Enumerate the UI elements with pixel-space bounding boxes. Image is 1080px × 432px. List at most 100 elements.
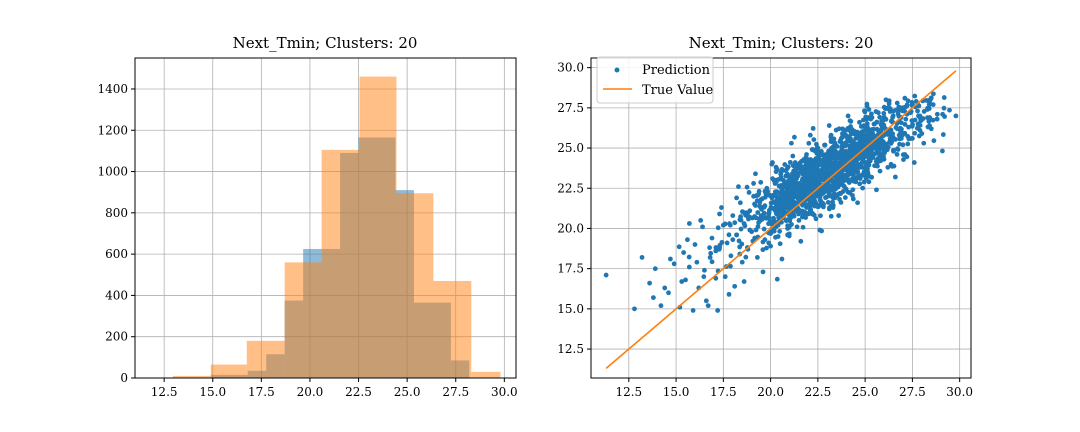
scatter-ytick-label: 22.5 — [557, 181, 584, 195]
prediction-point — [761, 210, 767, 216]
prediction-point — [758, 179, 764, 185]
prediction-point — [787, 194, 793, 200]
prediction-point — [686, 264, 692, 270]
prediction-point — [807, 132, 813, 138]
prediction-point — [862, 109, 868, 115]
prediction-point — [803, 215, 809, 220]
prediction-point — [773, 203, 779, 208]
prediction-point — [927, 115, 933, 120]
prediction-point — [841, 183, 847, 189]
prediction-point — [868, 150, 874, 156]
prediction-point — [833, 179, 839, 185]
prediction-point — [788, 140, 794, 146]
prediction-point — [832, 140, 838, 146]
prediction-point — [681, 250, 687, 255]
prediction-point — [814, 141, 819, 147]
prediction-point — [877, 168, 883, 174]
prediction-point — [785, 199, 791, 205]
prediction-point — [864, 124, 870, 129]
prediction-point — [905, 98, 911, 104]
prediction-point — [707, 254, 713, 260]
prediction-point — [880, 151, 886, 157]
prediction-point — [824, 188, 830, 194]
prediction-point — [930, 117, 936, 123]
histogram-ytick-label: 1200 — [97, 123, 128, 137]
prediction-point — [898, 120, 904, 126]
prediction-point — [815, 163, 821, 169]
prediction-point — [811, 158, 817, 163]
prediction-point — [925, 105, 931, 111]
prediction-point — [802, 181, 808, 187]
prediction-point — [892, 174, 898, 180]
histogram-bar-orange — [172, 375, 211, 378]
histogram-ytick-label: 800 — [105, 206, 128, 220]
prediction-point — [836, 153, 841, 159]
prediction-point — [848, 124, 853, 129]
scatter-xtick-label: 25.0 — [852, 385, 879, 399]
prediction-point — [858, 173, 864, 178]
prediction-point — [777, 228, 783, 234]
prediction-point — [690, 308, 696, 313]
prediction-point — [905, 141, 911, 147]
prediction-point — [874, 147, 879, 153]
prediction-point — [722, 274, 728, 280]
prediction-point — [757, 218, 763, 224]
prediction-point — [793, 171, 799, 177]
prediction-point — [902, 95, 908, 101]
prediction-point — [891, 148, 896, 154]
prediction-point — [848, 119, 854, 124]
scatter-xtick-label: 27.5 — [899, 385, 926, 399]
prediction-point — [885, 144, 891, 150]
prediction-point — [789, 171, 795, 177]
prediction-point — [834, 192, 840, 198]
prediction-point — [686, 221, 692, 226]
prediction-point — [742, 223, 748, 229]
prediction-point — [698, 218, 704, 223]
prediction-point — [875, 163, 880, 169]
prediction-point — [879, 118, 885, 124]
prediction-point — [728, 253, 734, 259]
prediction-point — [753, 193, 759, 199]
scatter-title: Next_Tmin; Clusters: 20 — [689, 34, 874, 52]
prediction-point — [900, 108, 906, 114]
prediction-point — [882, 141, 888, 147]
prediction-point — [823, 152, 829, 158]
prediction-point — [715, 225, 721, 231]
prediction-point — [877, 114, 883, 120]
prediction-point — [811, 198, 817, 204]
true-value-line — [605, 70, 957, 369]
prediction-point — [809, 184, 815, 190]
prediction-point — [779, 187, 785, 193]
prediction-point — [842, 128, 848, 133]
prediction-point — [774, 276, 780, 282]
histogram-bar-orange — [433, 280, 472, 378]
prediction-point — [737, 217, 743, 223]
histogram-xtick-label: 15.0 — [199, 385, 226, 399]
prediction-point — [854, 144, 860, 149]
prediction-point — [904, 102, 910, 108]
prediction-point — [736, 238, 742, 244]
prediction-point — [715, 308, 721, 313]
prediction-point — [912, 93, 918, 99]
prediction-point — [931, 138, 937, 144]
histogram-xtick-label: 17.5 — [248, 385, 275, 399]
legend: Prediction True Value — [596, 56, 714, 104]
prediction-point — [859, 160, 865, 166]
prediction-point — [799, 194, 805, 199]
prediction-point — [760, 239, 766, 245]
prediction-point — [652, 266, 658, 272]
histogram-xtick-label: 25.0 — [394, 385, 421, 399]
prediction-point — [841, 152, 846, 158]
prediction-point — [761, 226, 767, 232]
prediction-point — [726, 232, 732, 238]
prediction-point — [869, 174, 875, 180]
prediction-point — [683, 277, 688, 283]
prediction-point — [734, 232, 740, 238]
prediction-point — [709, 259, 715, 265]
prediction-point — [861, 179, 867, 185]
histogram-bar-orange — [210, 364, 247, 378]
prediction-point — [864, 101, 870, 107]
prediction-point — [940, 148, 945, 154]
prediction-point — [890, 131, 896, 137]
prediction-point — [787, 218, 793, 224]
